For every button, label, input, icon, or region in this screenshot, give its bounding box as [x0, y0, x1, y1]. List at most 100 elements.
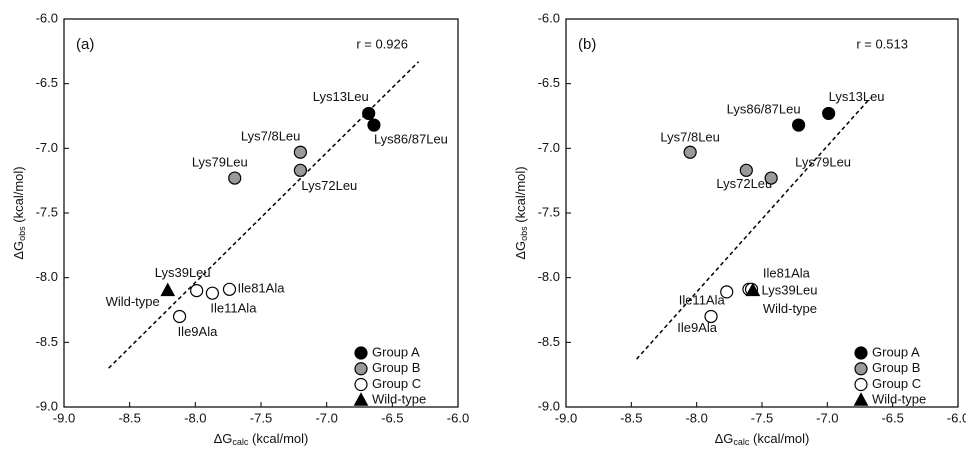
x-tick-label: -8.0 — [685, 410, 707, 425]
data-point — [791, 118, 806, 132]
legend-label: Group A — [872, 344, 920, 359]
point-label: Ile11Ala — [679, 292, 726, 307]
legend-marker — [853, 392, 869, 406]
x-axis-label: ΔGcalc (kcal/mol) — [715, 431, 810, 447]
annotation: r = 0.926 — [356, 36, 408, 51]
x-axis-label-unit: (kcal/mol) — [248, 431, 308, 446]
legend-label: Wild-type — [872, 392, 926, 407]
y-axis-label-unit: (kcal/mol) — [513, 166, 528, 226]
legend-marker — [854, 362, 868, 376]
legend-marker — [354, 377, 368, 392]
point-label: Ile9Ala — [677, 320, 718, 335]
y-tick-label: -7.5 — [36, 204, 58, 219]
legend-label: Wild-type — [372, 392, 426, 407]
x-axis-label-main: ΔG — [214, 431, 233, 446]
y-tick-label: -6.0 — [36, 10, 58, 25]
point-label: Ile11Ala — [210, 301, 257, 316]
x-tick-label: -9.0 — [555, 410, 577, 425]
y-tick-label: -6.5 — [36, 75, 58, 90]
x-tick-label: -6.0 — [947, 410, 966, 425]
x-tick-label: -6.5 — [381, 410, 403, 425]
x-tick-label: -9.0 — [53, 410, 75, 425]
y-tick-label: -8.5 — [36, 334, 58, 349]
data-point — [293, 163, 307, 177]
point-label: Lys79Leu — [192, 155, 248, 170]
panel-label: (b) — [578, 36, 596, 53]
data-point — [205, 286, 220, 300]
legend-label: Group A — [372, 344, 420, 359]
data-point — [222, 282, 237, 296]
point-label: Lys39Leu — [155, 265, 211, 280]
point-label: Lys7/8Leu — [241, 129, 301, 144]
data-point — [160, 282, 176, 297]
y-tick-label: -7.0 — [36, 140, 58, 155]
x-tick-label: -8.5 — [620, 410, 642, 425]
point-label: Ile81Ala — [763, 266, 811, 281]
x-tick-label: -6.0 — [447, 410, 469, 425]
x-tick-label: -7.5 — [250, 410, 272, 425]
x-axis-label: ΔGcalc (kcal/mol) — [214, 431, 309, 447]
point-label: Lys39Leu — [762, 283, 818, 298]
data-point — [362, 106, 376, 121]
data-point — [720, 285, 734, 299]
x-tick-label: -8.5 — [118, 410, 140, 425]
y-tick-label: -8.0 — [36, 269, 58, 284]
panel-label: (a) — [76, 36, 94, 53]
legend-label: Group B — [872, 360, 920, 375]
point-label: Lys79Leu — [795, 155, 851, 170]
legend-marker — [854, 377, 868, 392]
y-axis-label-sub: obs — [519, 226, 529, 241]
y-tick-label: -7.5 — [538, 204, 560, 219]
data-point — [293, 145, 307, 159]
point-label: Ile81Ala — [237, 281, 285, 296]
point-label: Lys7/8Leu — [660, 130, 720, 145]
data-point — [228, 171, 242, 185]
y-axis-label-main: ΔG — [11, 241, 26, 260]
legend-marker — [354, 346, 368, 360]
x-axis-label-sub: calc — [232, 437, 249, 447]
legend-marker — [854, 346, 868, 360]
x-tick-label: -7.5 — [751, 410, 773, 425]
legend-label: Group C — [872, 376, 921, 391]
x-tick-label: -6.5 — [881, 410, 903, 425]
y-axis-label-unit: (kcal/mol) — [11, 166, 26, 226]
data-point — [367, 118, 381, 132]
legend-label: Group C — [372, 376, 421, 391]
legend-marker — [353, 392, 369, 406]
legend-marker — [354, 362, 368, 376]
point-label: Wild-type — [763, 301, 817, 316]
x-tick-label: -8.0 — [184, 410, 206, 425]
data-point — [822, 106, 836, 121]
data-point — [739, 163, 753, 177]
data-point — [190, 284, 204, 298]
data-point — [764, 171, 778, 185]
point-label: Lys13Leu — [829, 89, 885, 104]
y-tick-label: -7.0 — [538, 140, 560, 155]
y-tick-label: -6.0 — [538, 10, 560, 25]
point-label: Lys72Leu — [716, 176, 772, 191]
trend-line — [108, 61, 420, 369]
point-label: Lys86/87Leu — [727, 101, 801, 116]
data-point — [683, 145, 697, 159]
x-axis-label-sub: calc — [733, 437, 750, 447]
y-tick-label: -9.0 — [36, 398, 58, 413]
y-tick-label: -8.5 — [538, 334, 560, 349]
point-label: Lys13Leu — [313, 89, 369, 104]
y-tick-label: -8.0 — [538, 269, 560, 284]
y-axis-label-main: ΔG — [513, 241, 528, 260]
y-tick-label: -6.5 — [538, 75, 560, 90]
y-tick-label: -9.0 — [538, 398, 560, 413]
point-label: Wild-type — [106, 294, 160, 309]
annotation: r = 0.513 — [856, 36, 908, 51]
y-axis-label-sub: obs — [17, 226, 27, 241]
x-tick-label: -7.0 — [816, 410, 838, 425]
y-axis-label: ΔGobs (kcal/mol) — [11, 166, 27, 259]
legend-label: Group B — [372, 360, 420, 375]
data-point — [745, 282, 761, 297]
x-tick-label: -7.0 — [315, 410, 337, 425]
y-axis-label: ΔGobs (kcal/mol) — [513, 166, 529, 259]
data-point — [704, 309, 718, 324]
x-axis-label-unit: (kcal/mol) — [749, 431, 809, 446]
data-point — [172, 309, 187, 324]
